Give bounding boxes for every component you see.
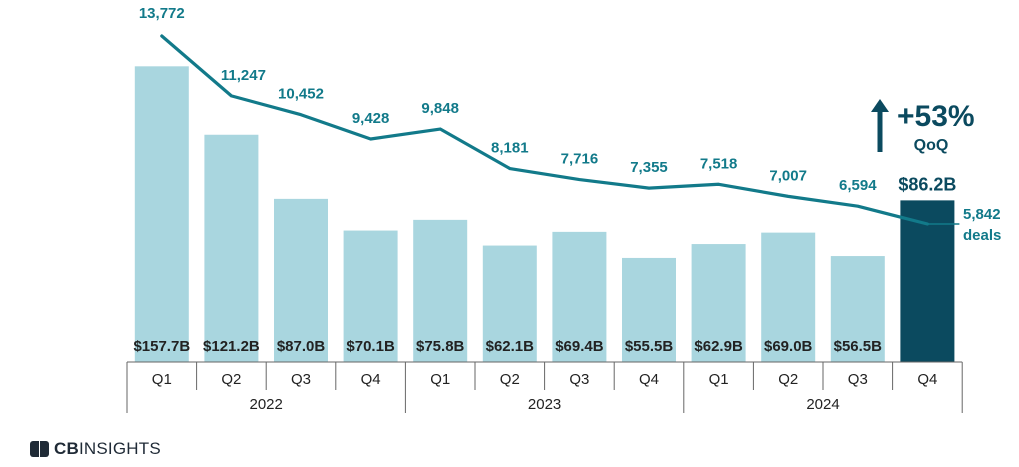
line-label-4: 9,428 [352,110,390,127]
line-label-3: 10,452 [278,86,324,103]
bar-9 [691,244,746,362]
bar-6 [482,245,537,362]
line-label-5: 9,848 [421,100,459,117]
bar-7 [552,231,607,362]
bar-label-5: $75.8B [416,338,465,355]
group-label-2: 2023 [528,396,561,413]
tick-label-6: Q2 [500,371,520,388]
logo-insights-text: INSIGHTS [78,439,161,458]
bar-12 [900,200,955,362]
cb-logo-icon [30,441,50,457]
tick-label-4: Q4 [361,371,381,388]
group-label-3: 2024 [806,396,839,413]
bar-2 [204,134,259,362]
tick-label-5: Q1 [430,371,450,388]
tick-label-11: Q3 [848,371,868,388]
bar-8 [622,257,676,362]
logo-cb-text: CB [54,439,79,458]
annotation-qoq: QoQ [914,137,949,154]
bar-label-1: $157.7B [133,338,190,355]
bar-3 [274,198,328,362]
bar-label-3: $87.0B [277,338,326,355]
line-label-6: 8,181 [491,140,529,157]
tick-label-7: Q3 [569,371,589,388]
tick-label-2: Q2 [221,371,241,388]
annotation-pct: +53% [897,100,975,133]
bar-label-4: $70.1B [346,338,395,355]
cb-insights-logo: CBINSIGHTS [30,438,161,460]
bar-label-11: $56.5B [834,338,883,355]
tick-label-8: Q4 [639,371,659,388]
bar-label-12: $86.2B [898,174,956,194]
group-label-1: 2022 [250,396,283,413]
tick-label-1: Q1 [152,371,172,388]
tick-label-12: Q4 [917,371,937,388]
line-label-7: 7,716 [561,151,599,168]
bar-label-10: $69.0B [764,338,813,355]
line-label-9: 7,518 [700,155,738,172]
tick-label-3: Q3 [291,371,311,388]
bar-5 [413,219,468,362]
bar-11 [830,256,885,362]
bar-label-7: $69.4B [555,338,604,355]
tick-label-9: Q1 [709,371,729,388]
bar-10 [761,232,816,362]
bar-label-6: $62.1B [486,338,535,355]
line-label-suffix: deals [963,227,1001,244]
bar-label-2: $121.2B [203,338,260,355]
line-label-10: 7,007 [769,167,807,184]
deals-line [160,34,930,226]
up-arrow-head-icon [871,99,889,112]
bar-4 [343,230,398,362]
line-label-12: 5,842 [963,206,1001,223]
line-label-11: 6,594 [839,177,877,194]
line-label-2: 11,247 [221,67,266,84]
bar-label-8: $55.5B [625,338,674,355]
bar-1 [134,66,189,362]
tick-label-10: Q2 [778,371,798,388]
line-label-1: 13,772 [139,5,185,22]
line-label-8: 7,355 [630,159,668,176]
bar-label-9: $62.9B [694,338,743,355]
